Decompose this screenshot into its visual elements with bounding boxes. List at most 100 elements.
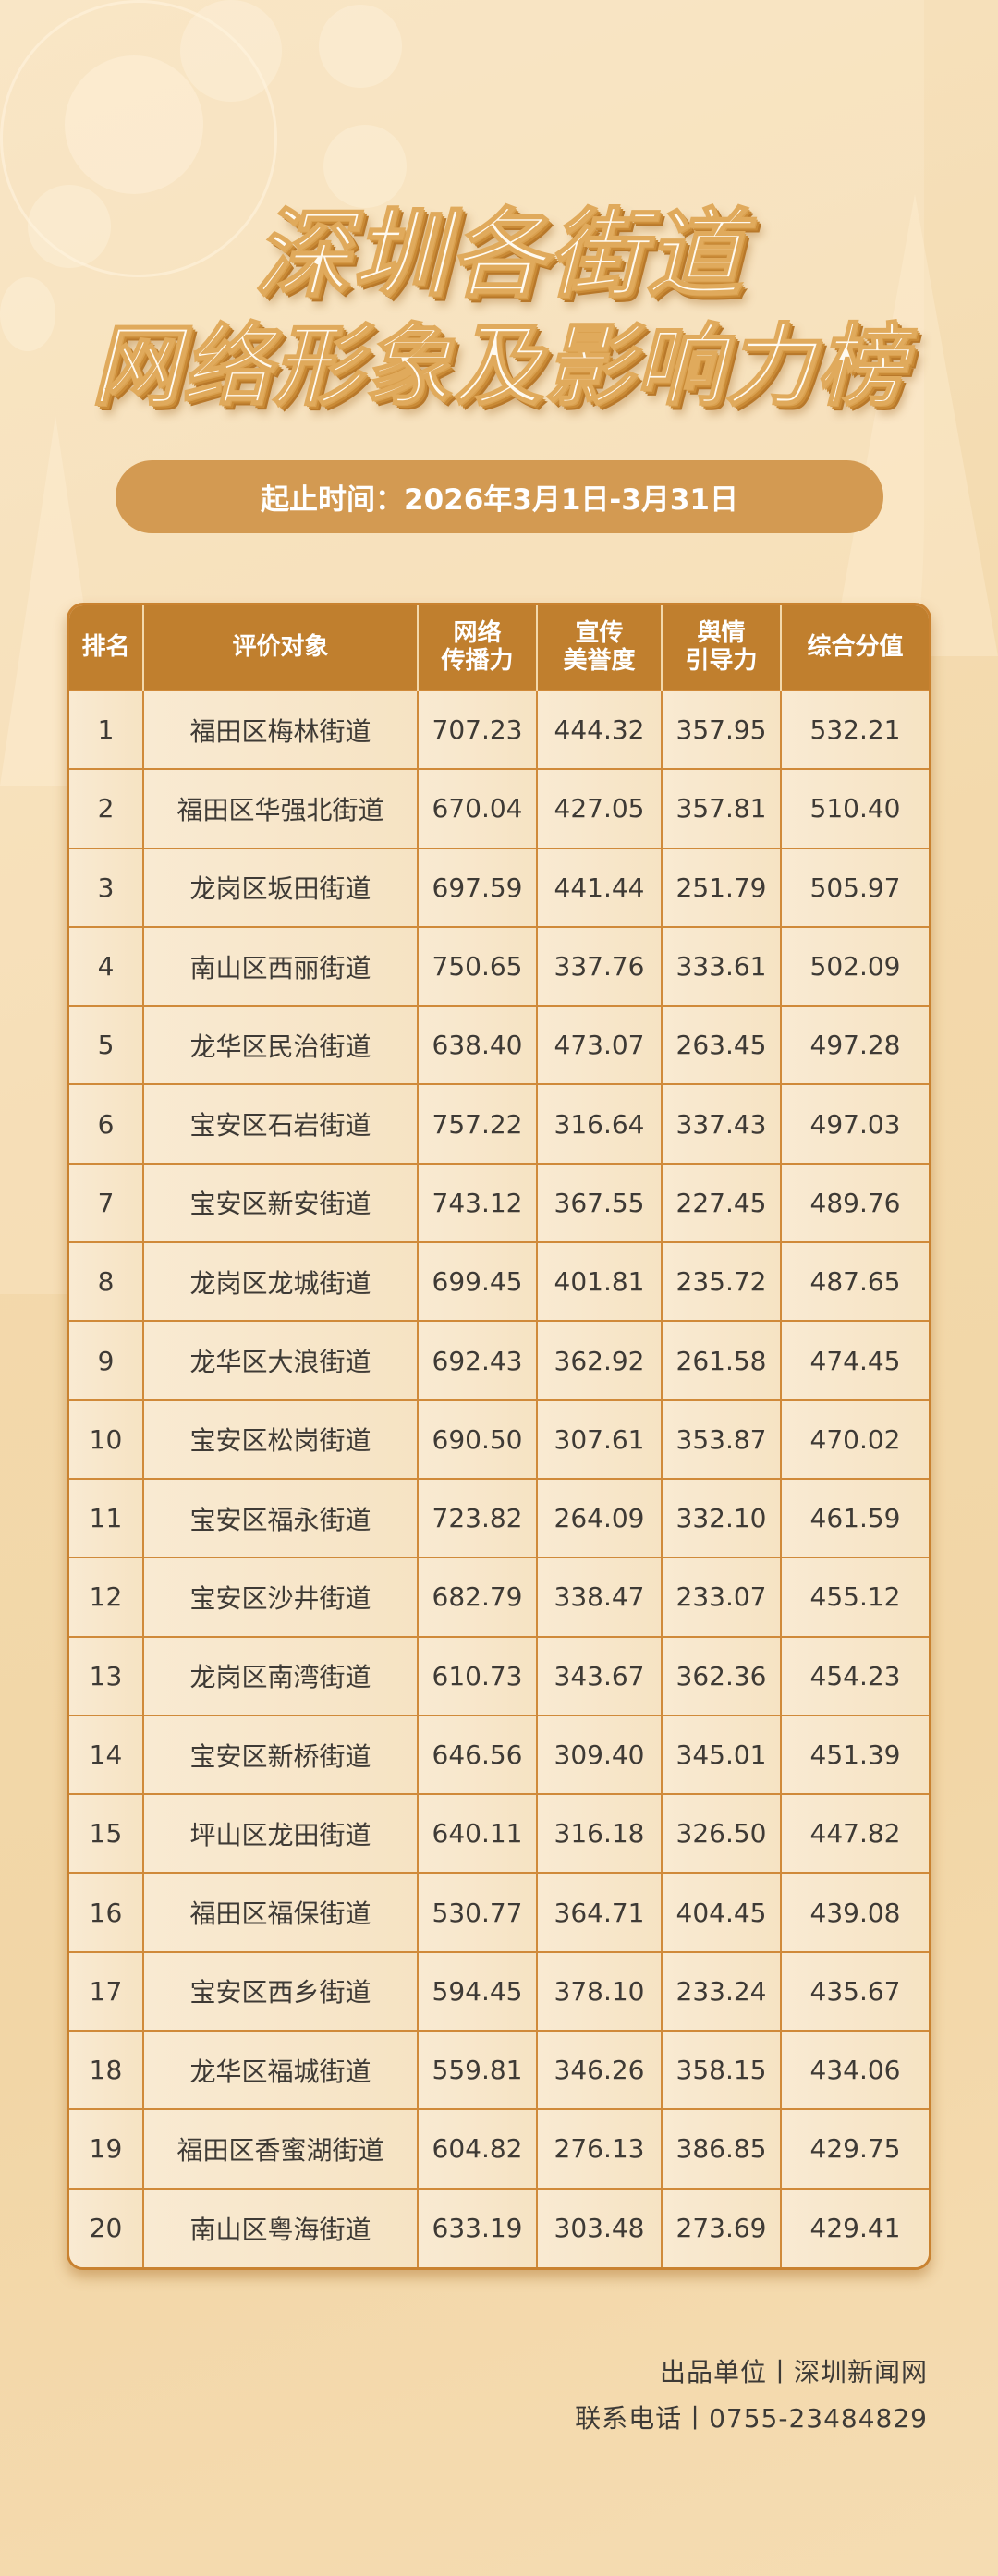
cell-network-spread: 610.73 (417, 1635, 538, 1716)
cell-opinion-guidance: 333.61 (661, 925, 782, 1007)
table-row: 2 福田区华强北街道 670.04 427.05 357.81 510.40 (69, 768, 929, 849)
cell-publicity-reputation: 337.76 (536, 925, 663, 1007)
table-row: 3 龙岗区坂田街道 697.59 441.44 251.79 505.97 (69, 847, 929, 928)
cell-target: 宝安区新安街道 (142, 1162, 419, 1244)
cell-rank: 14 (69, 1714, 144, 1796)
cell-rank: 8 (69, 1241, 144, 1323)
cell-opinion-guidance: 357.95 (661, 689, 782, 771)
cell-opinion-guidance: 332.10 (661, 1477, 782, 1559)
cell-rank: 18 (69, 2030, 144, 2111)
table-row: 9 龙华区大浪街道 692.43 362.92 261.58 474.45 (69, 1320, 929, 1401)
cell-rank: 4 (69, 925, 144, 1007)
table-row: 10 宝安区松岗街道 690.50 307.61 353.87 470.02 (69, 1398, 929, 1480)
cell-network-spread: 670.04 (417, 768, 538, 849)
cell-opinion-guidance: 233.07 (661, 1557, 782, 1638)
cell-opinion-guidance: 358.15 (661, 2030, 782, 2111)
cell-rank: 10 (69, 1398, 144, 1480)
cell-network-spread: 633.19 (417, 2187, 538, 2267)
cell-opinion-guidance: 251.79 (661, 847, 782, 928)
cell-publicity-reputation: 444.32 (536, 689, 663, 771)
cell-opinion-guidance: 261.58 (661, 1320, 782, 1401)
header-text: 排名 (81, 632, 130, 661)
cell-publicity-reputation: 378.10 (536, 1950, 663, 2033)
cell-target: 龙岗区南湾街道 (142, 1635, 419, 1716)
cell-rank: 5 (69, 1005, 144, 1086)
header-text: 传播力 (441, 646, 514, 675)
cell-target: 南山区粤海街道 (142, 2187, 419, 2267)
date-range-banner: 起止时间：2026年3月1日-3月31日 (116, 460, 883, 533)
cell-rank: 19 (69, 2108, 144, 2190)
cell-opinion-guidance: 337.43 (661, 1083, 782, 1165)
table-row: 5 龙华区民治街道 638.40 473.07 263.45 497.28 (69, 1005, 929, 1086)
table-row: 12 宝安区沙井街道 682.79 338.47 233.07 455.12 (69, 1557, 929, 1638)
cell-network-spread: 699.45 (417, 1241, 538, 1323)
cell-publicity-reputation: 427.05 (536, 768, 663, 849)
cell-network-spread: 682.79 (417, 1557, 538, 1638)
cell-total-score: 435.67 (780, 1950, 929, 2033)
wifi-icon (65, 55, 203, 194)
cell-total-score: 434.06 (780, 2030, 929, 2111)
cell-network-spread: 723.82 (417, 1477, 538, 1559)
cell-total-score: 439.08 (780, 1872, 929, 1953)
cell-total-score: 447.82 (780, 1793, 929, 1874)
cell-publicity-reputation: 307.61 (536, 1398, 663, 1480)
cell-total-score: 497.03 (780, 1083, 929, 1165)
cell-target: 龙华区民治街道 (142, 1005, 419, 1086)
header-total-score: 综合分值 (781, 605, 929, 690)
cell-publicity-reputation: 364.71 (536, 1872, 663, 1953)
title-line-2: 网络形象及影响力榜 (91, 313, 907, 419)
cell-total-score: 451.39 (780, 1714, 929, 1796)
table-row: 1 福田区梅林街道 707.23 444.32 357.95 532.21 (69, 689, 929, 771)
cell-network-spread: 692.43 (417, 1320, 538, 1401)
cell-total-score: 510.40 (780, 768, 929, 849)
cell-publicity-reputation: 338.47 (536, 1557, 663, 1638)
cell-opinion-guidance: 273.69 (661, 2187, 782, 2267)
cell-opinion-guidance: 353.87 (661, 1398, 782, 1480)
cell-target: 龙岗区坂田街道 (142, 847, 419, 928)
cell-publicity-reputation: 276.13 (536, 2108, 663, 2190)
cell-total-score: 497.28 (780, 1005, 929, 1086)
cell-rank: 17 (69, 1950, 144, 2033)
cell-total-score: 487.65 (780, 1241, 929, 1323)
header-text: 综合分值 (807, 632, 904, 661)
table-row: 14 宝安区新桥街道 646.56 309.40 345.01 451.39 (69, 1714, 929, 1796)
cell-opinion-guidance: 357.81 (661, 768, 782, 849)
header-rank: 排名 (69, 605, 144, 690)
cell-network-spread: 757.22 (417, 1083, 538, 1165)
cell-network-spread: 743.12 (417, 1162, 538, 1244)
cell-rank: 15 (69, 1793, 144, 1874)
cell-target: 宝安区新桥街道 (142, 1714, 419, 1796)
title-line-1: 深圳各街道 (253, 197, 744, 311)
cell-total-score: 502.09 (780, 925, 929, 1007)
header-text: 引导力 (685, 646, 758, 675)
cell-target: 宝安区石岩街道 (142, 1083, 419, 1165)
header-target: 评价对象 (143, 605, 419, 690)
cell-publicity-reputation: 367.55 (536, 1162, 663, 1244)
producer-credit: 出品单位丨深圳新闻网 (659, 2357, 928, 2387)
header-text: 舆情 (697, 618, 746, 647)
cell-opinion-guidance: 345.01 (661, 1714, 782, 1796)
cell-publicity-reputation: 362.92 (536, 1320, 663, 1401)
cell-rank: 16 (69, 1872, 144, 1953)
cell-publicity-reputation: 441.44 (536, 847, 663, 928)
table-row: 4 南山区西丽街道 750.65 337.76 333.61 502.09 (69, 925, 929, 1007)
cell-opinion-guidance: 263.45 (661, 1005, 782, 1086)
cell-rank: 11 (69, 1477, 144, 1559)
cell-rank: 3 (69, 847, 144, 928)
ranking-table: 排名 评价对象 网络 传播力 宣传 美誉度 舆情 引导力 综合分值 1 福田区梅林街道 707.23… (67, 603, 931, 2270)
cell-target: 福田区华强北街道 (142, 768, 419, 849)
cell-rank: 2 (69, 768, 144, 849)
table-row: 7 宝安区新安街道 743.12 367.55 227.45 489.76 (69, 1162, 929, 1244)
table-header-row: 排名 评价对象 网络 传播力 宣传 美誉度 舆情 引导力 综合分值 (69, 605, 929, 690)
cell-target: 宝安区沙井街道 (142, 1557, 419, 1638)
cell-opinion-guidance: 362.36 (661, 1635, 782, 1716)
header-text: 宣传 (575, 618, 624, 647)
cell-target: 福田区福保街道 (142, 1872, 419, 1953)
cell-opinion-guidance: 233.24 (661, 1950, 782, 2033)
cell-total-score: 474.45 (780, 1320, 929, 1401)
cell-target: 宝安区西乡街道 (142, 1950, 419, 2033)
cell-publicity-reputation: 316.18 (536, 1793, 663, 1874)
cell-total-score: 429.75 (780, 2108, 929, 2190)
cell-network-spread: 640.11 (417, 1793, 538, 1874)
header-opinion-guidance: 舆情 引导力 (662, 605, 782, 690)
